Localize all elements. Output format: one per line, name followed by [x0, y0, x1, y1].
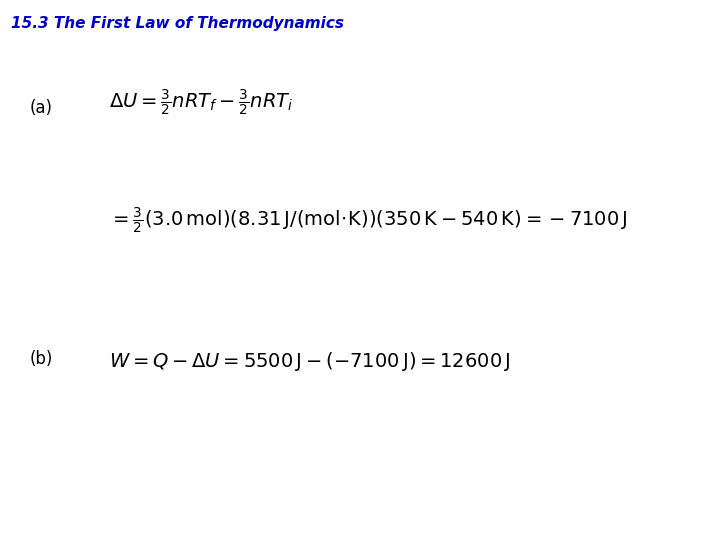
Text: (b): (b)	[30, 350, 53, 368]
Text: $W = Q - \Delta U = 5500\,\mathrm{J} - (-7100\,\mathrm{J}) = 12600\,\mathrm{J}$: $W = Q - \Delta U = 5500\,\mathrm{J} - (…	[109, 350, 510, 373]
Text: 15.3 The First Law of Thermodynamics: 15.3 The First Law of Thermodynamics	[11, 16, 344, 31]
Text: $= \frac{3}{2}(3.0\,\mathrm{mol})(8.31\,\mathrm{J/(mol\!\cdot\! K)})(350\,\mathr: $= \frac{3}{2}(3.0\,\mathrm{mol})(8.31\,…	[109, 206, 628, 236]
Text: $\Delta U = \frac{3}{2}nRT_f - \frac{3}{2}nRT_i$: $\Delta U = \frac{3}{2}nRT_f - \frac{3}{…	[109, 88, 294, 118]
Text: (a): (a)	[30, 99, 53, 117]
